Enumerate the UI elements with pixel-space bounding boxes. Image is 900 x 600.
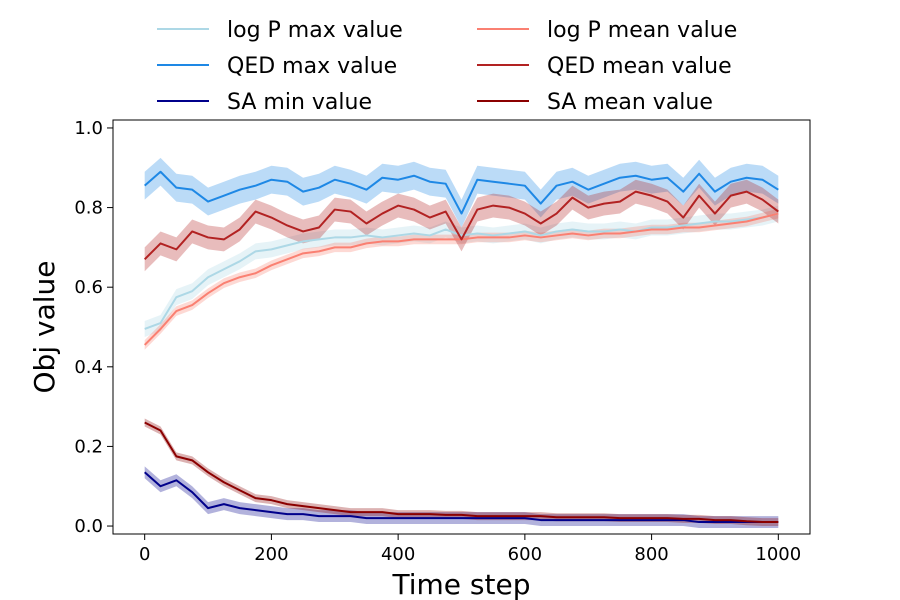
y-tick-label: 0.6 — [74, 277, 103, 298]
legend-label-qed-mean-value: QED mean value — [547, 54, 732, 79]
legend-label-sa-min-value: SA min value — [227, 90, 372, 115]
qed-mean-value-line — [143, 190, 779, 261]
sa-min-value-band — [144, 466, 779, 529]
x-tick-label: 400 — [381, 544, 415, 565]
log-p-max-value-line — [144, 212, 779, 330]
x-tick-label: 0 — [139, 544, 150, 565]
log-p-mean-value-band — [144, 208, 779, 350]
legend-label-qed-max-value: QED max value — [227, 54, 397, 79]
legend-label-log-p-mean-value: log P mean value — [547, 18, 737, 43]
legend: log P max value QED max value SA min value… — [157, 18, 737, 115]
y-tick-label: 0.0 — [74, 516, 103, 537]
y-tick-label: 1.0 — [74, 118, 103, 139]
y-tick-label: 0.4 — [74, 357, 103, 378]
qed-max-value-band — [144, 157, 779, 228]
y-axis-ticks: 0.0 0.2 0.4 0.6 0.8 1.0 — [74, 118, 113, 537]
x-tick-label: 1000 — [755, 544, 801, 565]
x-axis-title: Time step — [392, 568, 531, 600]
x-tick-label: 200 — [254, 544, 288, 565]
legend-label-log-p-max-value: log P max value — [227, 18, 403, 43]
plot-frame — [112, 119, 811, 535]
sa-min-value-line — [144, 471, 779, 524]
y-tick-label: 0.8 — [74, 198, 103, 219]
x-tick-label: 800 — [634, 544, 668, 565]
y-axis-title: Obj value — [28, 261, 61, 394]
qed-max-value-line — [144, 170, 779, 215]
legend-label-sa-mean-value: SA mean value — [547, 90, 713, 115]
log-p-max-value-band — [144, 205, 779, 337]
x-axis-ticks: 0 200 400 600 800 1000 — [139, 534, 801, 565]
y-tick-label: 0.2 — [74, 436, 103, 457]
sa-mean-value-line — [144, 421, 779, 524]
x-tick-label: 600 — [508, 544, 542, 565]
series-lines — [143, 170, 779, 524]
